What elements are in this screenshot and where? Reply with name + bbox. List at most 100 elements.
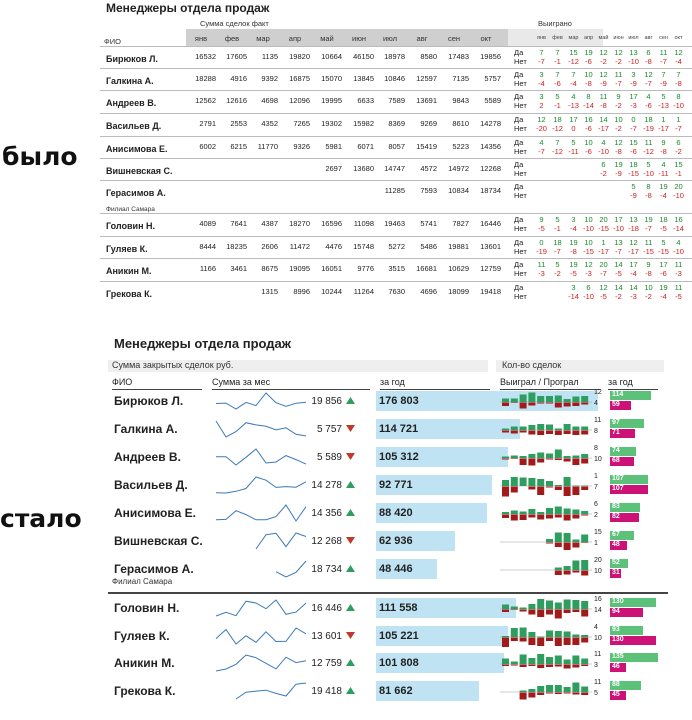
manager-row[interactable]: Гуляев К. 13 601 105 221 4 10 93 130 [108, 623, 692, 650]
old-won-cell: 14 [611, 283, 626, 292]
lost-bar [581, 403, 588, 405]
manager-row[interactable]: Аникин М. 12 759 101 808 11 3 135 46 [108, 650, 692, 677]
manager-row[interactable]: Бирюков Л. 19 856 176 803 12 4 114 59 [108, 388, 692, 415]
old-no: Нет [514, 147, 527, 156]
old-cell: 19302 [312, 119, 342, 128]
last-month-value: 14 356 [288, 508, 342, 519]
old-won-cell: 8 [671, 92, 686, 101]
old-lost-cell: -9 [596, 79, 611, 88]
old-cell: 46150 [344, 52, 374, 61]
new-dashboard: Менеджеры отдела продаж Сумма закрытых с… [108, 330, 692, 720]
old-won-cell: 4 [566, 92, 581, 101]
old-lost-cell: -17 [596, 247, 611, 256]
old-cell: 2553 [217, 119, 247, 128]
won-bar [564, 566, 571, 570]
lost-bar [581, 638, 588, 643]
old-yes: Да [514, 48, 523, 57]
old-won-cell: 14 [611, 260, 626, 269]
old-cell: 3461 [217, 264, 247, 273]
trend-up-icon [346, 565, 355, 572]
manager-row[interactable]: Андреев В. 5 589 105 312 8 10 74 68 [108, 444, 692, 471]
old-lost-cell: -5 [566, 269, 581, 278]
old-lost-cell: -7 [656, 57, 671, 66]
old-cell: 18099 [439, 287, 469, 296]
manager-row[interactable]: Головин Н. 16 446 111 558 16 14 130 94 [108, 595, 692, 622]
old-table-row: Грекова К. 1315 8996 10244 11264 7630 4696 1809… [100, 281, 692, 303]
manager-row[interactable]: Грекова К. 19 418 81 662 11 5 88 45 [108, 678, 692, 705]
old-cell: 10244 [312, 287, 342, 296]
lost-year-value: 82 [612, 513, 620, 520]
old-short-month: окт [671, 35, 686, 41]
old-cell: 11472 [280, 242, 310, 251]
old-table-row: Бирюков Л. 16532 17605 1135 19820 10664 46150 1… [100, 46, 692, 68]
old-yes: Да [514, 92, 523, 101]
manager-row[interactable]: Галкина А. 5 757 114 721 11 8 97 71 [108, 416, 692, 443]
lost-bar [546, 638, 553, 642]
won-bar [581, 601, 588, 609]
old-cell: 2697 [312, 164, 342, 173]
lost-bar [555, 610, 562, 619]
old-won-cell: 17 [626, 92, 641, 101]
old-short-month: май [596, 35, 611, 41]
old-lost-cell: -5 [611, 269, 626, 278]
old-cell: 7827 [439, 219, 469, 228]
old-no: Нет [514, 247, 527, 256]
lost-year-value: 46 [612, 663, 620, 670]
old-won-cell: 15 [626, 138, 641, 147]
old-lost-cell: -15 [656, 247, 671, 256]
won-bar [546, 539, 553, 542]
won-bar [511, 477, 518, 486]
win-last-value: 1 [594, 473, 598, 480]
win-last-value: 8 [594, 445, 598, 452]
won-bar [546, 481, 553, 486]
old-table-row: Анисимова Е. 6002 6215 11770 9326 5981 6071 805… [100, 136, 692, 158]
old-won-cell: 10 [581, 138, 596, 147]
won-bar [537, 599, 544, 609]
lost-bar [564, 459, 571, 462]
lost-bar [520, 665, 527, 668]
lost-bar [502, 515, 509, 519]
lost-bar [555, 487, 562, 491]
lose-last-value: 3 [594, 662, 598, 669]
manager-row[interactable]: Васильев Д. 14 278 92 771 1 7 107 107 [108, 472, 692, 499]
manager-row[interactable]: Анисимова Е. 14 356 88 420 6 2 83 82 [108, 500, 692, 527]
old-cell: 5223 [439, 142, 469, 151]
manager-row[interactable]: Герасимов А. 18 734 48 446 20 10 52 31 [108, 556, 692, 583]
old-lost-cell: -10 [671, 101, 686, 110]
winlose-chart [500, 680, 592, 704]
won-bar [511, 628, 518, 637]
old-cell: 10834 [439, 186, 469, 195]
old-won-cell: 12 [534, 115, 549, 124]
old-yes: Да [514, 215, 523, 224]
lost-bar [572, 431, 579, 436]
old-lost-cell: -6 [626, 147, 641, 156]
won-bar [572, 635, 579, 638]
winlose-chart [500, 418, 592, 442]
trend-up-icon [346, 687, 355, 694]
win-last-value: 6 [594, 501, 598, 508]
old-lost-cell: -3 [626, 101, 641, 110]
won-bar [564, 687, 571, 692]
won-bar [564, 477, 571, 486]
new-branch-label: Филиал Самара [112, 577, 172, 586]
old-lost-cell: -6 [656, 269, 671, 278]
old-cell: 2606 [248, 242, 278, 251]
old-won-cell: 3 [534, 70, 549, 79]
won-year-value: 114 [612, 391, 623, 398]
old-lost-cell: -5 [534, 224, 549, 233]
old-lost-cell: -7 [641, 224, 656, 233]
old-won-cell: 1 [671, 115, 686, 124]
old-lost-cell: -2 [596, 57, 611, 66]
lost-year-value: 48 [612, 541, 620, 548]
lost-bar [572, 571, 579, 573]
old-won-cell: 4 [641, 92, 656, 101]
old-lost-cell: -8 [656, 147, 671, 156]
old-cell: 7630 [375, 287, 405, 296]
old-short-month: фев [550, 35, 565, 41]
old-won-cell: 18 [626, 160, 641, 169]
lost-year-value: 68 [612, 457, 620, 464]
old-lost-cell: -8 [611, 147, 626, 156]
old-won-cell: 10 [581, 70, 596, 79]
manager-row[interactable]: Вишневская С. 12 268 62 936 15 1 67 48 [108, 528, 692, 555]
won-bar [528, 425, 535, 430]
